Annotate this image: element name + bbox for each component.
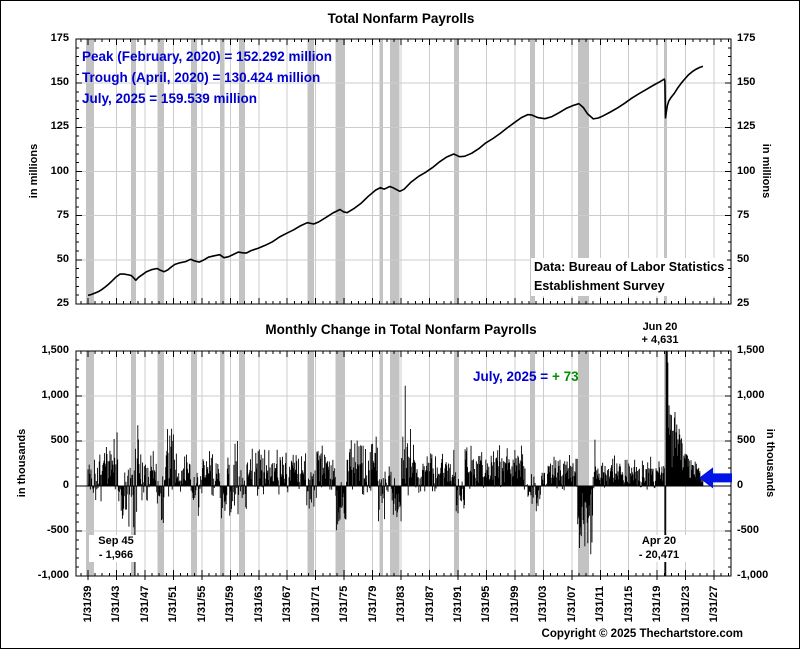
top-ytick-label-left: 125 <box>50 120 69 133</box>
source-line-2: Establishment Survey <box>534 279 665 293</box>
bottom-ytick-label-right: -1,000 <box>737 569 769 581</box>
bottom-ytick-label-right: 0 <box>737 479 744 491</box>
x-tick-label: 1/31/47 <box>138 585 151 623</box>
recession-band <box>664 351 667 576</box>
bottom-ytick-label-right: -500 <box>737 524 760 536</box>
bottom-chart-title: Monthly Change in Total Nonfarm Payrolls <box>265 322 537 337</box>
x-tick-label: 1/31/03 <box>537 585 550 623</box>
top-chart-title: Total Nonfarm Payrolls <box>327 11 475 26</box>
recession-band <box>131 351 136 576</box>
bottom-plot-border <box>75 350 732 577</box>
monthly-change-bars <box>87 351 704 576</box>
top-ytick-label-left: 75 <box>56 208 69 221</box>
current-month-callout: July, 2025 = + 73 <box>473 369 579 384</box>
x-tick-label: 1/31/91 <box>451 585 464 623</box>
recession-band <box>390 351 400 576</box>
bottom-ytick-label-left: 500 <box>50 434 69 446</box>
x-tick-label: 1/31/11 <box>594 585 607 623</box>
top-ytick-label-left: 50 <box>56 252 69 265</box>
x-tick-label: 1/31/99 <box>508 585 521 623</box>
x-tick-label: 1/31/67 <box>281 585 294 623</box>
jun20-line2: + 4,631 <box>641 334 679 346</box>
data-source-note: Data: Bureau of Labor Statistics Establi… <box>531 258 728 296</box>
x-tick-label: 1/31/07 <box>565 585 578 623</box>
recession-band <box>379 351 384 576</box>
bottom-ylabel-right: in thousands <box>764 428 776 498</box>
bottom-ytick-label-left: 1,000 <box>41 389 69 401</box>
recession-band <box>454 351 459 576</box>
apr20-line2: - 20,471 <box>638 548 680 561</box>
bottom-ytick-label-left: 0 <box>62 479 69 491</box>
top-ytick-label-right: 25 <box>737 297 750 309</box>
apr20-line1: Apr 20 <box>641 535 677 547</box>
x-tick-label: 1/31/55 <box>195 585 208 623</box>
current-month-value: + 73 <box>551 369 579 384</box>
x-tick-label: 1/31/59 <box>224 585 237 623</box>
bottom-ytick-label-right: 500 <box>737 434 756 446</box>
recession-band <box>85 351 95 576</box>
x-tick-label: 1/31/51 <box>167 585 180 623</box>
top-ytick-label-left: 25 <box>56 297 69 309</box>
bottom-ylabel-left: in thousands <box>16 428 28 498</box>
bottom-ytick-label-left: -500 <box>46 524 69 536</box>
jun20-line1: Jun 20 <box>642 321 678 333</box>
peak-trough-annotation: Peak (February, 2020) = 152.292 million … <box>82 46 332 109</box>
x-tick-label: 1/31/23 <box>679 585 692 623</box>
copyright-notice: Copyright © 2025 Thechartstore.com <box>541 628 743 640</box>
plot-frame <box>76 351 731 576</box>
top-ytick-label-right: 150 <box>737 76 756 89</box>
payrolls-line <box>87 65 704 297</box>
x-tick-label: 1/31/71 <box>309 585 322 623</box>
annotation-current: July, 2025 = 159.539 million <box>82 91 257 106</box>
recession-band <box>335 351 345 576</box>
recession-band <box>238 351 245 576</box>
top-ytick-label-right: 100 <box>737 164 756 177</box>
sep45-line1: Sep 45 <box>98 535 134 547</box>
x-tick-label: 1/31/15 <box>622 585 635 623</box>
recession-band <box>219 351 225 576</box>
recession-band <box>529 351 535 576</box>
annotation-trough: Trough (April, 2020) = 130.424 million <box>82 70 321 85</box>
top-ytick-label-left: 175 <box>50 32 69 44</box>
x-tick-label: 1/31/75 <box>338 585 351 623</box>
x-tick-label: 1/31/19 <box>651 585 664 623</box>
jun20-callout: Jun 20 + 4,631 <box>628 321 692 347</box>
latest-value-arrow-icon <box>699 467 732 489</box>
top-ytick-label-left: 100 <box>50 164 69 177</box>
x-tick-label: 1/31/95 <box>480 585 493 623</box>
sep45-line2: - 1,966 <box>98 548 134 561</box>
recession-band <box>190 351 197 576</box>
top-ytick-label-right: 75 <box>737 208 750 221</box>
annotation-peak: Peak (February, 2020) = 152.292 million <box>82 49 333 64</box>
recession-band <box>157 351 165 576</box>
bottom-ytick-label-right: 1,000 <box>737 389 765 401</box>
x-tick-label: 1/31/43 <box>110 585 123 623</box>
top-ytick-label-left: 150 <box>50 76 69 89</box>
x-tick-label: 1/31/83 <box>395 585 408 623</box>
top-plot-border <box>75 38 732 305</box>
recession-band <box>577 351 589 576</box>
recession-band <box>307 351 315 576</box>
x-tick-label: 1/31/87 <box>423 585 436 623</box>
top-ytick-label-right: 50 <box>737 252 750 265</box>
top-ytick-label-right: 175 <box>737 32 756 44</box>
bottom-ytick-label-left: 1,500 <box>41 344 69 356</box>
x-tick-label: 1/31/79 <box>366 585 379 623</box>
top-ytick-label-right: 125 <box>737 120 756 133</box>
source-line-1: Data: Bureau of Labor Statistics <box>534 260 725 274</box>
current-month-label: July, 2025 = <box>473 369 552 384</box>
bottom-ytick-label-left: -1,000 <box>37 569 69 581</box>
x-tick-label: 1/31/63 <box>252 585 265 623</box>
sep45-callout: Sep 45 - 1,966 <box>89 535 143 562</box>
apr20-callout: Apr 20 - 20,471 <box>630 535 688 562</box>
x-tick-label: 1/31/39 <box>81 585 94 623</box>
bottom-ytick-label-right: 1,500 <box>737 344 765 356</box>
x-tick-label: 1/31/27 <box>708 585 721 623</box>
